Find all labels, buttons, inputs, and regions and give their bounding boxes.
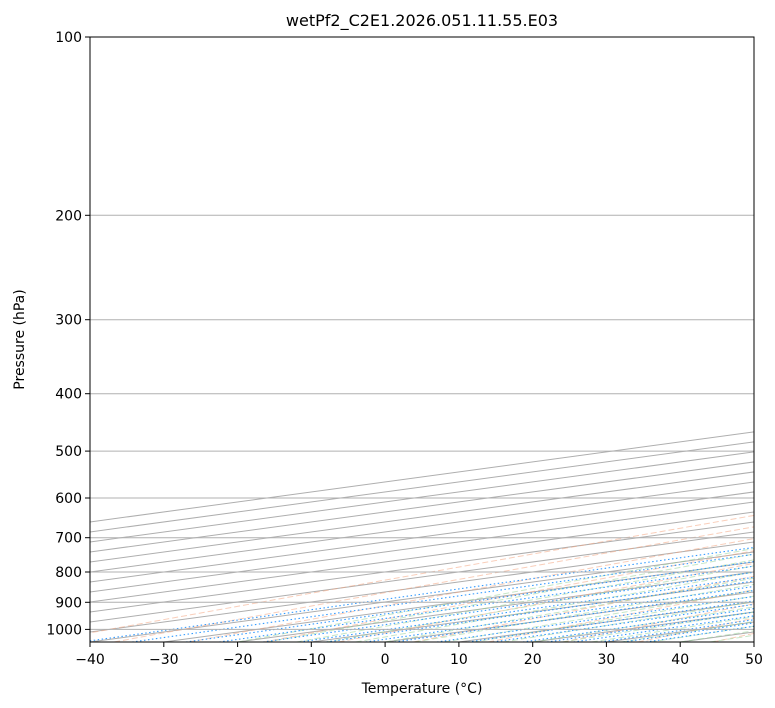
moist-adiabat-line	[444, 589, 754, 642]
x-axis-label: Temperature (°C)	[361, 681, 483, 697]
axis-ticks: −40 −30 −20 −10 0 10 20 30 40 50 100 200 300 400 500 60…	[46, 30, 763, 668]
mixing-ratio-line	[365, 585, 754, 642]
dry-adiabat-line	[114, 526, 754, 642]
moist-adiabat-line	[237, 548, 754, 642]
y-axis-label: Pressure (hPa)	[12, 289, 28, 389]
moist-adiabat-line	[385, 577, 754, 642]
isotherm-line	[90, 471, 754, 563]
x-tick-label: 50	[745, 652, 763, 668]
y-tick-label: 1000	[46, 622, 82, 638]
x-tick-label: −20	[223, 652, 253, 668]
x-tick-label: 10	[450, 652, 468, 668]
y-tick-label: 600	[55, 491, 82, 507]
x-tick-label: 30	[597, 652, 615, 668]
y-tick-label: 700	[55, 531, 82, 547]
y-tick-label: 300	[55, 313, 82, 329]
x-tick-label: 0	[381, 652, 390, 668]
x-tick-label: −30	[149, 652, 179, 668]
y-tick-label: 100	[55, 30, 82, 46]
x-tick-label: 40	[671, 652, 689, 668]
mixing-ratio-line	[394, 589, 754, 642]
y-tick-label: 900	[55, 595, 82, 611]
isotherm-line	[90, 451, 754, 543]
plot-frame	[89, 36, 755, 643]
moist-adiabat-line	[296, 559, 754, 642]
isotherm-line	[90, 531, 754, 623]
x-tick-label: −10	[297, 652, 327, 668]
isotherm-line	[90, 511, 754, 603]
y-tick-label: 800	[55, 565, 82, 581]
x-tick-label: −40	[75, 652, 105, 668]
y-tick-label: 500	[55, 444, 82, 460]
isotherm-line	[90, 521, 754, 613]
isotherm-line	[90, 481, 754, 573]
y-tick-label: 200	[55, 208, 82, 224]
mixing-ratio-line	[90, 546, 754, 642]
moist-adiabat-line	[267, 553, 754, 642]
x-tick-label: 20	[524, 652, 542, 668]
isotherm-line	[90, 491, 754, 583]
pressure-grid	[90, 37, 754, 630]
y-tick-label: 400	[55, 387, 82, 403]
dry-adiabat-line	[188, 538, 754, 642]
isotherm-line	[90, 501, 754, 593]
chart-title: wetPf2_C2E1.2026.051.11.55.E03	[286, 11, 558, 31]
mixing-ratio-line	[326, 580, 754, 642]
background-lines	[90, 431, 754, 642]
isotherm-line	[90, 461, 754, 553]
moist-adiabat-line	[355, 571, 754, 642]
